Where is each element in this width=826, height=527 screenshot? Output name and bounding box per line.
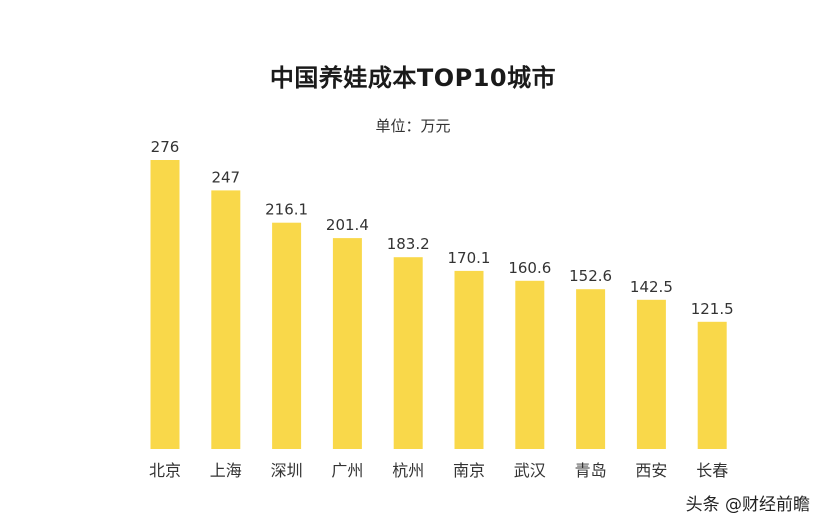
value-label: 152.6 bbox=[569, 267, 612, 285]
bar-杭州 bbox=[393, 257, 423, 449]
bar-青岛 bbox=[576, 289, 606, 449]
category-label: 长春 bbox=[696, 461, 728, 480]
category-label: 深圳 bbox=[271, 461, 303, 480]
category-label: 广州 bbox=[331, 461, 363, 480]
chart-title: 中国养娃成本TOP10城市 bbox=[269, 64, 557, 92]
bar-长春 bbox=[697, 321, 727, 449]
category-label: 武汉 bbox=[514, 461, 546, 480]
category-label: 西安 bbox=[635, 461, 667, 480]
bar-北京 bbox=[150, 160, 180, 449]
category-label: 北京 bbox=[149, 461, 181, 480]
bar-西安 bbox=[636, 299, 666, 449]
value-label: 183.2 bbox=[387, 235, 430, 253]
value-label: 160.6 bbox=[508, 259, 551, 277]
chart-subtitle: 单位：万元 bbox=[375, 117, 451, 135]
value-label: 170.1 bbox=[448, 249, 491, 267]
watermark: 头条 @财经前瞻 bbox=[685, 495, 810, 515]
value-label: 121.5 bbox=[691, 300, 734, 318]
category-label: 杭州 bbox=[392, 461, 424, 480]
value-label: 142.5 bbox=[630, 278, 673, 296]
category-label: 上海 bbox=[210, 461, 242, 480]
value-label: 216.1 bbox=[265, 201, 308, 219]
bar-深圳 bbox=[272, 222, 302, 449]
category-label: 南京 bbox=[453, 461, 485, 480]
value-label: 247 bbox=[211, 168, 240, 186]
value-label: 201.4 bbox=[326, 216, 369, 234]
bar-武汉 bbox=[515, 280, 545, 449]
bar-广州 bbox=[332, 238, 362, 449]
bar-上海 bbox=[211, 190, 241, 449]
bar-南京 bbox=[454, 270, 484, 449]
value-label: 276 bbox=[151, 138, 180, 156]
category-label: 青岛 bbox=[575, 461, 607, 480]
